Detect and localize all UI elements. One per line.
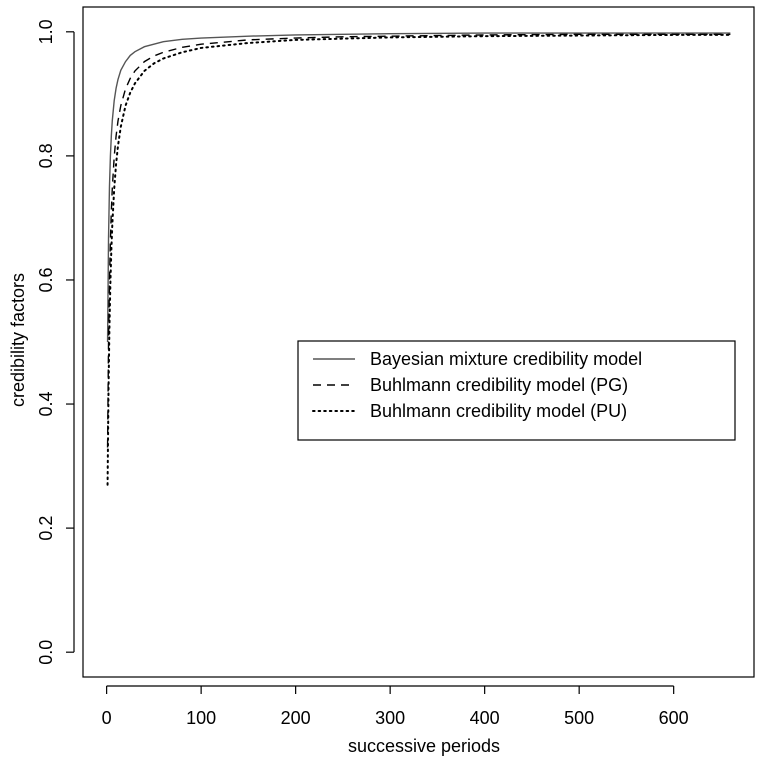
y-tick-label: 0.8 — [36, 143, 56, 168]
legend-label: Buhlmann credibility model (PU) — [370, 401, 627, 421]
y-tick-label: 0.2 — [36, 516, 56, 541]
y-tick-label: 1.0 — [36, 19, 56, 44]
y-axis: 0.0 0.2 0.4 0.6 0.8 1.0 — [36, 19, 75, 665]
series-line-dashed — [106, 33, 731, 448]
legend-label: Bayesian mixture credibility model — [370, 349, 642, 369]
x-tick-label: 0 — [102, 708, 112, 728]
legend: Bayesian mixture credibility model Buhlma… — [297, 340, 736, 441]
x-axis-label: successive periods — [348, 736, 500, 756]
x-tick-label: 300 — [375, 708, 405, 728]
y-tick-label: 0.4 — [36, 392, 56, 417]
x-tick-label: 500 — [564, 708, 594, 728]
plot-frame — [82, 6, 755, 678]
x-tick-label: 400 — [470, 708, 500, 728]
series-layer — [106, 32, 732, 486]
x-axis: 0 100 200 300 400 500 600 — [102, 685, 689, 728]
series-line-solid — [106, 32, 731, 343]
x-tick-label: 600 — [659, 708, 689, 728]
legend-box — [297, 340, 736, 441]
y-tick-label: 0.6 — [36, 267, 56, 292]
x-tick-label: 200 — [281, 708, 311, 728]
y-tick-label: 0.0 — [36, 640, 56, 665]
x-tick-label: 100 — [186, 708, 216, 728]
legend-label: Buhlmann credibility model (PG) — [370, 375, 628, 395]
y-axis-label: credibility factors — [8, 273, 28, 407]
